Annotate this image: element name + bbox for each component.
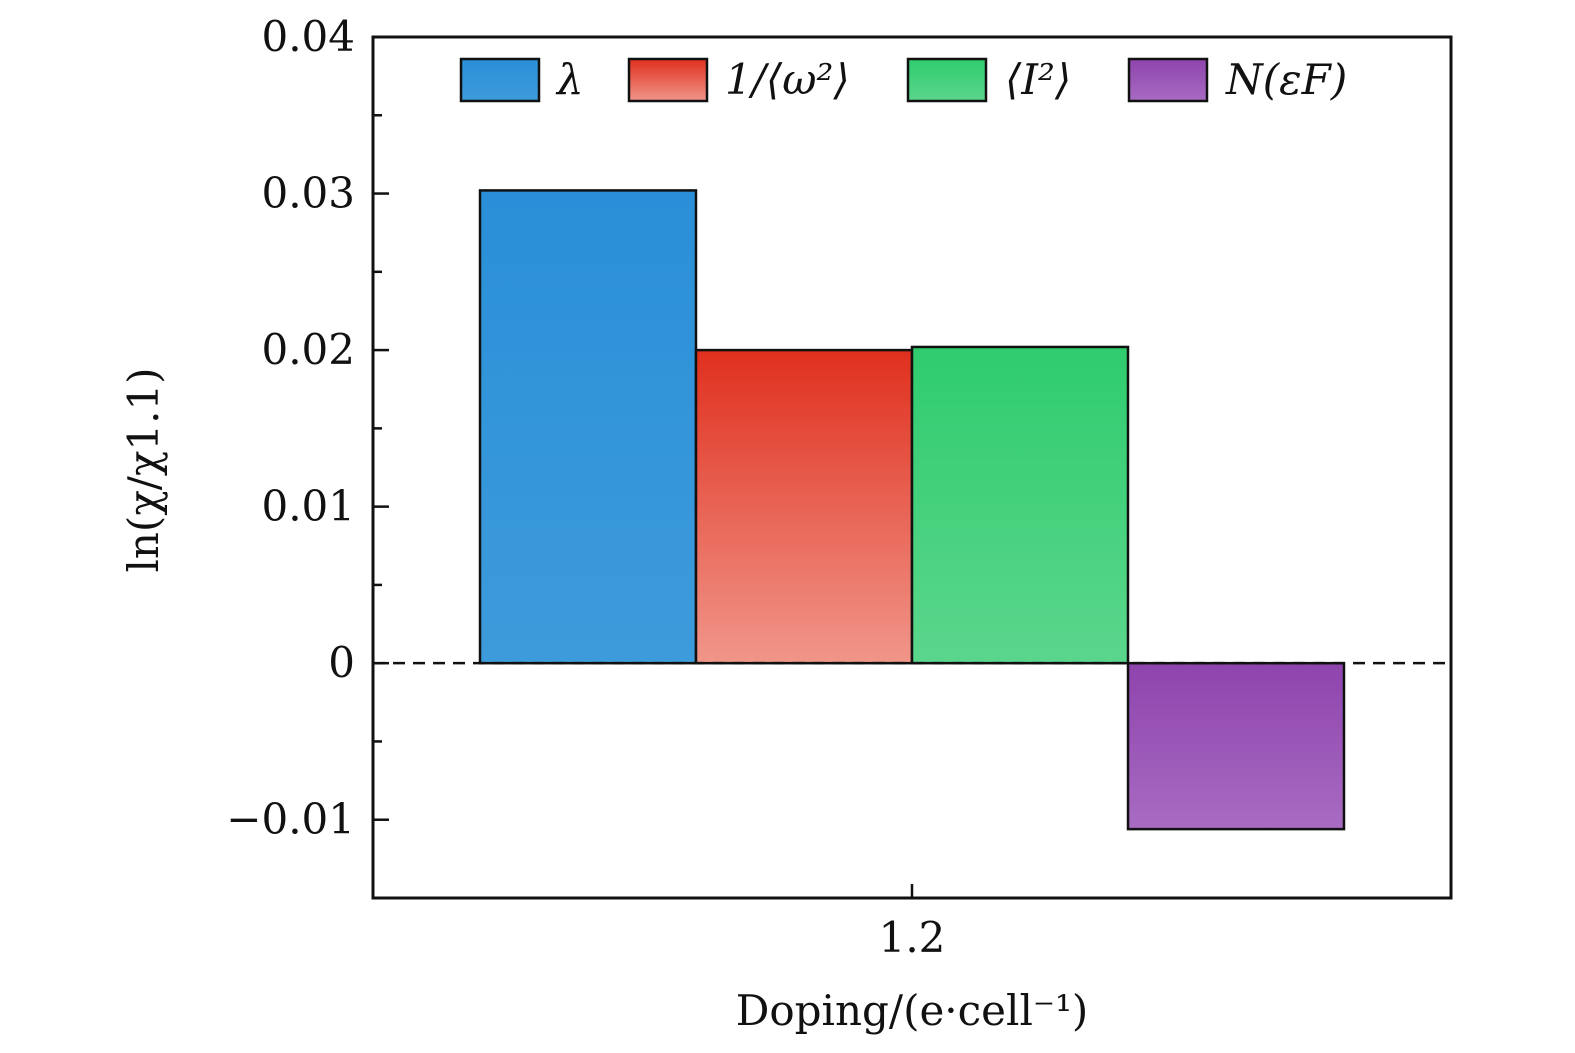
legend-label-1: 1/⟨ω²⟩ xyxy=(725,55,850,104)
y-tick-label: 0.01 xyxy=(261,482,355,531)
legend-label-2: ⟨I²⟩ xyxy=(1005,55,1071,104)
x-axis-ticks: 1.2 xyxy=(879,884,946,962)
y-tick-label: 0.04 xyxy=(261,12,355,61)
bars-group xyxy=(478,189,1346,831)
legend-swatch-3 xyxy=(1127,57,1209,103)
x-tick-label: 1.2 xyxy=(879,913,946,962)
y-tick-label: 0.02 xyxy=(261,325,355,374)
legend: λ 1/⟨ω²⟩ ⟨I²⟩ N(εF) xyxy=(459,55,1347,104)
y-tick-label: 0 xyxy=(328,638,355,687)
bar-series-1 xyxy=(694,348,914,665)
y-axis-ticks: −0.01 0 0.01 0.02 0.03 0.04 xyxy=(226,12,389,900)
legend-label-3: N(εF) xyxy=(1225,55,1347,104)
legend-label-0: λ xyxy=(555,55,584,104)
bar-series-3 xyxy=(1126,661,1346,831)
x-axis-title: Doping/(e·cell⁻¹) xyxy=(736,986,1089,1035)
y-tick-label: −0.01 xyxy=(226,795,355,844)
y-tick-label: 0.03 xyxy=(261,169,355,218)
legend-swatch-1 xyxy=(627,57,709,103)
legend-swatch-2 xyxy=(906,57,988,103)
bar-series-0 xyxy=(478,189,698,665)
y-axis-title: ln(χ/χ1.1) xyxy=(119,367,168,572)
legend-swatch-0 xyxy=(459,57,541,103)
bar-series-2 xyxy=(910,345,1130,665)
